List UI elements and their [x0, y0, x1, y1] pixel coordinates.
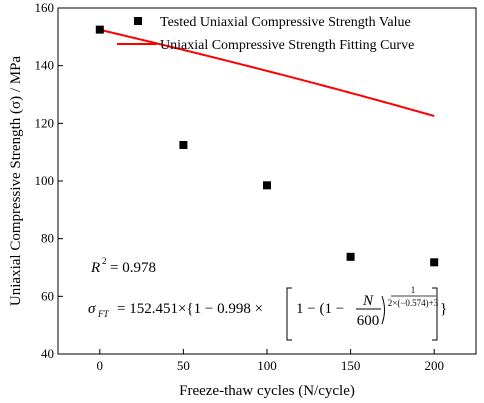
eq-close: } [440, 301, 447, 317]
y-tick-label: 80 [41, 231, 54, 246]
eq-mid: = 152.451×{1 − 0.998 × [117, 301, 263, 317]
eq-exp-num: 1 [411, 285, 416, 295]
data-point [179, 140, 188, 149]
data-point [263, 181, 271, 190]
x-tick-label: 200 [424, 358, 444, 373]
legend: Tested Uniaxial Compressive Strength Val… [117, 15, 414, 53]
data-point [346, 252, 355, 261]
eq-right-paren [381, 295, 385, 325]
eq-exp-den: 2×(−0.574)+3 [388, 298, 439, 308]
legend-label-tested: Tested Uniaxial Compressive Strength Val… [160, 15, 411, 30]
x-axis-title: Freeze-thaw cycles (N/cycle) [179, 383, 355, 399]
eq-denominator: 600 [357, 313, 380, 329]
data-point [430, 258, 439, 267]
x-tick-label: 50 [177, 358, 190, 373]
r2-symbol: R [90, 260, 100, 276]
y-tick-label: 100 [35, 173, 55, 188]
r-squared-annotation: R 2 = 0.978 [90, 256, 156, 276]
y-tick-label: 160 [35, 0, 55, 15]
eq-lhs: σ [88, 301, 96, 317]
axis-ticks: 0 50 100 150 200 40 60 80 100 120 140 160 [35, 0, 444, 373]
y-tick-label: 120 [35, 115, 55, 130]
fit-equation: σ FT = 152.451×{1 − 0.998 × 1 − (1 − N 6… [88, 285, 447, 341]
y-tick-label: 40 [41, 346, 54, 361]
x-tick-label: 150 [341, 358, 361, 373]
y-tick-label: 140 [35, 58, 55, 73]
data-points-layer [95, 25, 439, 267]
legend-label-fit: Uniaxial Compressive Strength Fitting Cu… [160, 38, 414, 53]
x-tick-label: 100 [257, 358, 277, 373]
y-tick-label: 60 [41, 288, 54, 303]
eq-inner: 1 − (1 − [296, 301, 344, 317]
r2-exponent: 2 [102, 256, 107, 266]
data-point [95, 25, 104, 34]
eq-numerator: N [362, 293, 374, 309]
r2-value: = 0.978 [110, 260, 156, 276]
eq-lhs-sub: FT [97, 309, 109, 319]
y-axis-title: Uniaxial Compressive Strength (σ) / MPa [8, 56, 24, 306]
legend-marker-tested [134, 17, 142, 25]
eq-left-bracket [286, 287, 292, 341]
eq-right-bracket [432, 287, 438, 341]
x-tick-label: 0 [97, 358, 104, 373]
